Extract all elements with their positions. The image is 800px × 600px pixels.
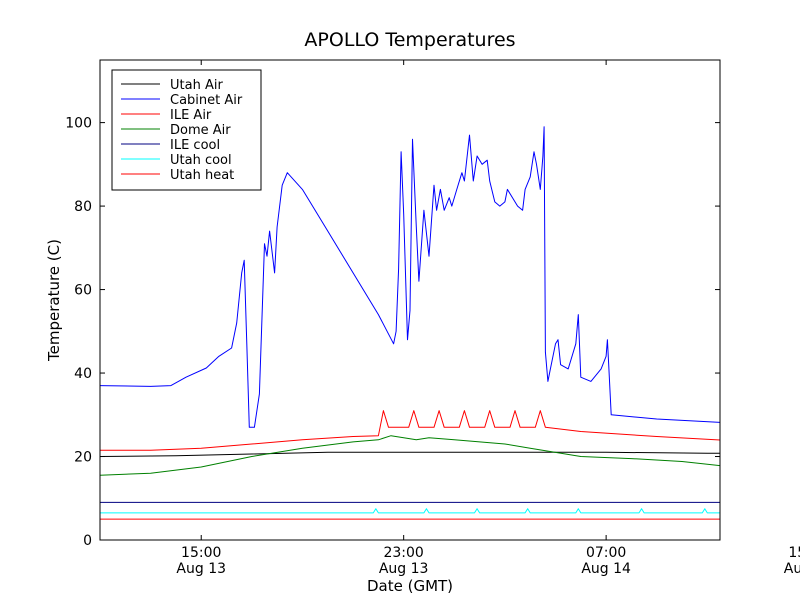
x-tick-label-time: 23:00 xyxy=(383,545,423,561)
y-tick-label: 40 xyxy=(74,366,92,382)
legend-label: ILE cool xyxy=(170,138,220,153)
series-line-dome-air xyxy=(100,435,720,476)
series-line-cabinet-air xyxy=(100,126,720,428)
y-tick-label: 60 xyxy=(74,283,92,299)
legend-label: Utah cool xyxy=(170,153,232,168)
x-tick-label-time: 07:00 xyxy=(586,545,626,561)
x-tick-label-date: Aug 14 xyxy=(784,561,800,577)
y-tick-label: 0 xyxy=(83,533,92,549)
series-line-utah-cool xyxy=(100,508,720,514)
plot-frame xyxy=(99,59,721,541)
series-line-ile-air xyxy=(100,410,720,451)
legend-box xyxy=(111,69,262,191)
y-axis-label: Temperature (C) xyxy=(45,239,63,362)
y-tick-label: 20 xyxy=(74,450,92,466)
y-tick-label: 100 xyxy=(65,116,92,132)
legend-label: ILE Air xyxy=(170,108,212,123)
x-tick-label-date: Aug 14 xyxy=(581,561,631,577)
chart-title: APOLLO Temperatures xyxy=(304,29,515,51)
y-tick-label: 80 xyxy=(74,199,92,215)
series-line-utah-air xyxy=(100,451,720,457)
legend-label: Utah Air xyxy=(170,78,223,93)
x-tick-label-time: 15:00 xyxy=(181,545,221,561)
series-layer xyxy=(100,126,720,520)
legend-label: Utah heat xyxy=(170,168,234,183)
x-tick-label-date: Aug 13 xyxy=(379,561,429,577)
legend-label: Cabinet Air xyxy=(170,93,243,108)
x-tick-label-time: 15:00 xyxy=(788,545,800,561)
legend-label: Dome Air xyxy=(170,123,231,138)
x-axis-label: Date (GMT) xyxy=(367,577,453,595)
x-tick-label-date: Aug 13 xyxy=(176,561,226,577)
